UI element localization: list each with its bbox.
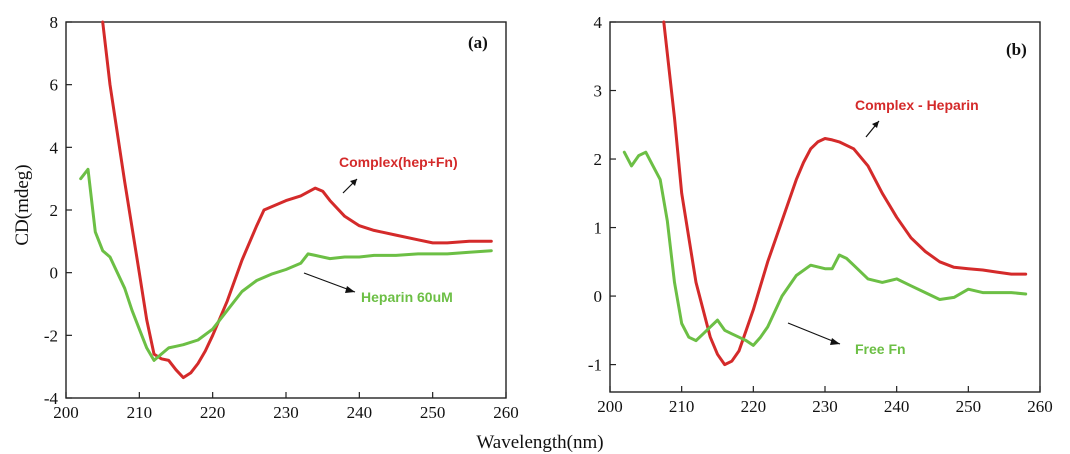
- panel-a-xtick-label: 260: [493, 403, 519, 422]
- panel-a-xtick-label: 200: [53, 403, 79, 422]
- panel-a-ytick-label: 8: [50, 13, 59, 32]
- panel-a-ticks: 200 210 220 230 240 250 260 -4 -2 0 2 4 6 8: [44, 13, 519, 422]
- panel-a-xtick-label: 250: [420, 403, 446, 422]
- panel-b-series: [622, 20, 1028, 367]
- panel-b-label: (b): [1006, 40, 1027, 59]
- arrow-heparin-60um: [303, 272, 356, 293]
- panel-a-series-0-line: [101, 20, 493, 380]
- panel-b-xtick-label: 240: [884, 397, 910, 416]
- panel-a-xtick-label: 220: [200, 403, 226, 422]
- panel-b-xtick-label: 220: [741, 397, 767, 416]
- panel-a-ytick-label: -2: [44, 326, 58, 345]
- arrow-complex-heparin: [865, 120, 880, 138]
- panel-b-ytick-label: 0: [594, 287, 603, 306]
- panel-b-xtick-label: 200: [597, 397, 623, 416]
- panel-b-xtick-label: 210: [669, 397, 695, 416]
- panel-b: 200 210 220 230 240 250 260 -1 0 1 2 3 4 (b) Complex…: [588, 13, 1053, 416]
- panel-a-xtick-label: 230: [273, 403, 299, 422]
- panel-b-series-0-line: [662, 20, 1028, 367]
- panel-a-ytick-label: -4: [44, 389, 59, 408]
- arrow-complex-hep-fn: [342, 178, 358, 194]
- panel-a: 200 210 220 230 240 250 260 -4 -2 0 2 4 6 8 (a) Compl…: [44, 13, 519, 422]
- panel-a-frame: [65, 21, 507, 399]
- panel-b-xtick-label: 250: [956, 397, 982, 416]
- panel-a-ytick-label: 4: [50, 138, 59, 157]
- panel-b-xtick-label: 230: [812, 397, 838, 416]
- panel-a-series: [79, 20, 493, 380]
- panel-b-ytick-label: 1: [594, 219, 603, 238]
- annotation-heparin-60um: Heparin 60uM: [361, 289, 453, 305]
- panel-b-ytick-label: -1: [588, 356, 602, 375]
- y-axis-title: CD(mdeg): [12, 164, 33, 245]
- annotation-complex-heparin: Complex - Heparin: [855, 97, 979, 113]
- panel-a-ytick-label: 2: [50, 201, 59, 220]
- panel-b-ytick-label: 3: [594, 82, 603, 101]
- panel-a-xtick-label: 210: [127, 403, 153, 422]
- annotation-free-fn: Free Fn: [855, 341, 906, 357]
- panel-a-xtick-label: 240: [347, 403, 373, 422]
- x-axis-title: Wavelength(nm): [476, 432, 603, 453]
- panel-a-ytick-label: 6: [50, 76, 59, 95]
- annotation-complex-hep-fn: Complex(hep+Fn): [339, 154, 458, 170]
- panel-b-ytick-label: 4: [594, 13, 603, 32]
- panel-a-ytick-label: 0: [50, 264, 59, 283]
- panel-b-xtick-label: 260: [1027, 397, 1053, 416]
- panel-b-ytick-label: 2: [594, 150, 603, 169]
- panel-b-ticks: 200 210 220 230 240 250 260 -1 0 1 2 3 4: [588, 13, 1053, 416]
- panel-a-series-1-line: [79, 167, 493, 362]
- panel-b-frame: [609, 21, 1041, 393]
- arrow-free-fn: [787, 322, 841, 345]
- panel-b-series-1-line: [622, 150, 1028, 347]
- panel-a-label: (a): [468, 33, 488, 52]
